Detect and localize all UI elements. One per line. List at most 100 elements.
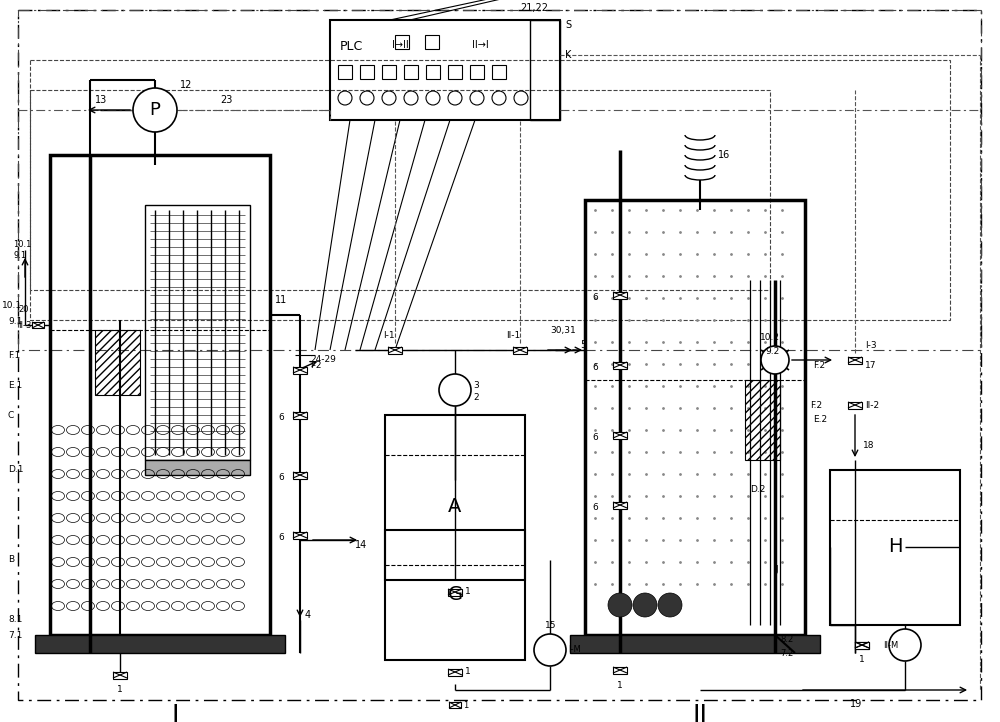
Text: 3: 3 <box>473 380 479 389</box>
Text: 5: 5 <box>580 340 586 350</box>
Text: S: S <box>565 20 571 30</box>
Text: A: A <box>448 497 462 516</box>
Text: II-3: II-3 <box>18 321 31 329</box>
Text: 19: 19 <box>850 699 862 709</box>
Text: II→I: II→I <box>472 40 488 50</box>
Bar <box>35 635 285 653</box>
Bar <box>585 200 805 635</box>
Text: P: P <box>150 101 160 119</box>
Bar <box>338 65 352 79</box>
Circle shape <box>658 593 682 617</box>
Bar <box>330 20 560 120</box>
Text: I-M: I-M <box>568 645 581 655</box>
Text: 6: 6 <box>592 294 598 303</box>
Text: 12: 12 <box>180 80 192 90</box>
Text: 24-29: 24-29 <box>310 355 336 365</box>
Bar <box>293 532 307 539</box>
Bar <box>145 460 250 475</box>
Text: H: H <box>888 537 902 557</box>
Bar <box>425 35 439 49</box>
Bar <box>145 205 250 460</box>
Text: II-2: II-2 <box>865 401 879 409</box>
Text: F.1: F.1 <box>8 350 20 360</box>
Text: 6: 6 <box>278 534 284 542</box>
Text: J: J <box>775 565 778 575</box>
Circle shape <box>534 634 566 666</box>
Text: I: I <box>171 703 179 722</box>
Bar <box>293 472 307 479</box>
Text: 9.1: 9.1 <box>8 318 22 326</box>
Bar <box>385 530 525 660</box>
Text: 7.2: 7.2 <box>780 648 793 658</box>
Text: 10.2: 10.2 <box>760 334 780 342</box>
Bar <box>613 502 627 509</box>
Bar <box>745 380 780 460</box>
Bar <box>30 90 770 290</box>
Bar <box>570 635 820 653</box>
Bar <box>32 322 44 328</box>
Text: D.2: D.2 <box>750 485 765 495</box>
Text: F.2: F.2 <box>813 360 825 370</box>
Text: 1: 1 <box>117 684 123 694</box>
Bar <box>388 347 402 354</box>
Text: 1: 1 <box>617 681 623 690</box>
Bar <box>855 642 869 649</box>
Text: 17: 17 <box>865 360 876 370</box>
Bar <box>848 357 862 364</box>
Bar <box>448 669 462 676</box>
Text: I-2: I-2 <box>310 360 322 370</box>
Bar <box>513 347 527 354</box>
Text: F.2: F.2 <box>810 401 822 409</box>
Bar <box>360 65 374 79</box>
Text: 9.2: 9.2 <box>765 347 779 357</box>
Bar <box>448 589 462 596</box>
Text: 1: 1 <box>465 588 471 596</box>
Text: 10.1: 10.1 <box>2 300 22 310</box>
Text: I→II: I→II <box>392 40 408 50</box>
Bar <box>113 672 127 679</box>
Bar <box>830 470 960 625</box>
Text: C: C <box>8 411 14 419</box>
Text: D.1: D.1 <box>8 466 24 474</box>
Circle shape <box>439 374 471 406</box>
Text: 8.1: 8.1 <box>8 615 22 625</box>
Text: 6: 6 <box>592 503 598 513</box>
Text: E.2: E.2 <box>813 415 827 425</box>
Bar <box>404 65 418 79</box>
Text: II-M: II-M <box>883 640 899 650</box>
Text: 11: 11 <box>275 295 287 305</box>
Bar <box>449 702 461 708</box>
Bar <box>293 412 307 419</box>
Text: 16: 16 <box>718 150 730 160</box>
Bar <box>613 292 627 299</box>
Text: 18: 18 <box>863 440 874 450</box>
Text: 14: 14 <box>355 540 367 550</box>
Bar <box>848 402 862 409</box>
Text: 4: 4 <box>305 610 311 620</box>
Bar <box>530 20 560 120</box>
Text: E.1: E.1 <box>8 380 22 389</box>
Text: G: G <box>447 586 463 604</box>
Circle shape <box>608 593 632 617</box>
Bar <box>855 642 869 649</box>
Circle shape <box>761 346 789 374</box>
Circle shape <box>133 88 177 132</box>
Text: I-1: I-1 <box>383 331 395 341</box>
Text: 23: 23 <box>220 95 232 105</box>
Text: 2: 2 <box>473 393 479 402</box>
Text: 1: 1 <box>465 668 471 677</box>
Bar <box>470 65 484 79</box>
Text: K: K <box>565 50 571 60</box>
Bar <box>395 35 409 49</box>
Text: B: B <box>8 555 14 565</box>
Bar <box>613 362 627 369</box>
Bar <box>293 367 307 374</box>
Text: 7.1: 7.1 <box>8 630 22 640</box>
Text: 1: 1 <box>463 700 468 710</box>
Text: II: II <box>692 703 708 722</box>
Bar <box>492 65 506 79</box>
Bar <box>50 155 270 635</box>
Text: 13: 13 <box>95 95 107 105</box>
Bar <box>385 415 525 580</box>
Text: 30,31: 30,31 <box>550 326 576 334</box>
